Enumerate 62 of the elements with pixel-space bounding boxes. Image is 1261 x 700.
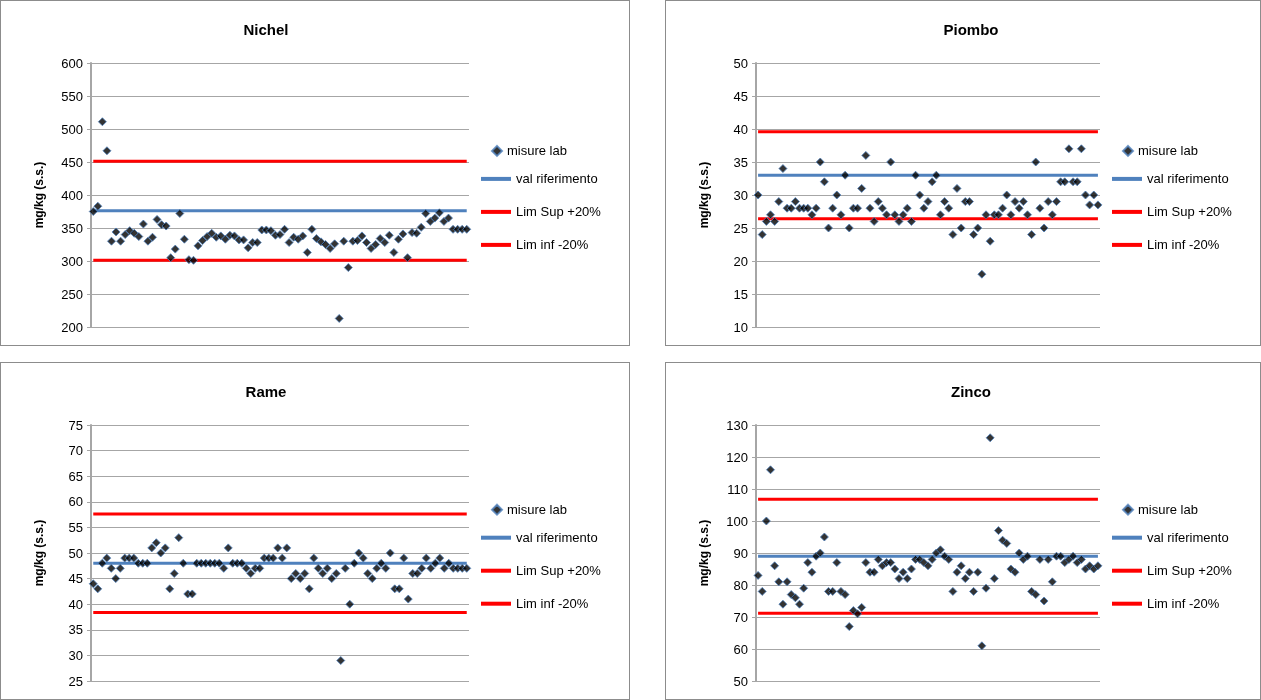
y-tick-label: 75 — [68, 417, 83, 433]
chart-title: Zinco — [951, 383, 991, 400]
y-tick-label: 550 — [61, 88, 83, 104]
y-tick-label: 110 — [727, 481, 748, 497]
legend-label: misure lab — [1138, 502, 1198, 518]
y-tick-label: 35 — [68, 622, 83, 638]
y-tick-label: 45 — [733, 88, 748, 104]
y-tick-label: 100 — [726, 513, 748, 529]
y-tick-label: 20 — [733, 253, 748, 269]
y-tick-label: 15 — [733, 286, 748, 302]
y-tick-label: 50 — [68, 545, 83, 561]
y-tick-label: 55 — [68, 519, 83, 535]
y-tick-label: 200 — [61, 319, 83, 335]
legend-label: val riferimento — [1147, 530, 1229, 546]
y-axis-title: mg/kg (s.s.) — [32, 519, 46, 587]
y-axis-title: mg/kg (s.s.) — [32, 161, 46, 229]
y-tick-label: 400 — [61, 187, 83, 203]
y-tick-label: 500 — [61, 121, 83, 137]
legend-label: val riferimento — [1147, 171, 1229, 187]
legend-label: misure lab — [507, 502, 567, 518]
legend-label: Lim Sup +20% — [1147, 563, 1233, 579]
y-tick-label: 50 — [733, 55, 748, 71]
y-tick-label: 70 — [733, 609, 748, 625]
y-tick-label: 35 — [733, 154, 748, 170]
legend-label: Lim inf -20% — [1147, 596, 1220, 612]
y-tick-label: 50 — [733, 673, 748, 689]
legend-label: val riferimento — [516, 171, 598, 187]
y-axis-title: mg/kg (s.s.) — [697, 161, 711, 229]
y-tick-label: 300 — [61, 253, 83, 269]
y-tick-label: 30 — [733, 187, 748, 203]
y-tick-label: 40 — [68, 596, 83, 612]
y-tick-label: 70 — [68, 443, 83, 459]
y-tick-label: 80 — [733, 577, 748, 593]
y-tick-label: 10 — [733, 319, 748, 335]
y-tick-label: 60 — [733, 641, 748, 657]
legend-label: Lim inf -20% — [1147, 237, 1220, 253]
legend-label: val riferimento — [516, 530, 598, 546]
y-tick-label: 120 — [726, 449, 748, 465]
legend-label: Lim Sup +20% — [1147, 204, 1233, 220]
legend-label: Lim Sup +20% — [516, 563, 602, 579]
legend-label: Lim inf -20% — [516, 596, 589, 612]
y-axis-title: mg/kg (s.s.) — [697, 519, 711, 587]
y-tick-label: 350 — [61, 220, 83, 236]
y-tick-label: 40 — [733, 121, 748, 137]
chart-title: Piombo — [943, 21, 999, 38]
y-tick-label: 65 — [68, 468, 83, 484]
y-tick-label: 450 — [61, 154, 83, 170]
chart-title: Nichel — [243, 21, 289, 38]
legend-label: Lim Sup +20% — [516, 204, 602, 220]
y-tick-label: 600 — [61, 55, 83, 71]
chart-title: Rame — [245, 383, 287, 400]
y-tick-label: 90 — [733, 545, 748, 561]
y-tick-label: 130 — [726, 417, 748, 433]
y-tick-label: 45 — [68, 571, 83, 587]
y-tick-label: 25 — [68, 673, 83, 689]
y-tick-label: 30 — [68, 647, 83, 663]
legend-label: misure lab — [507, 143, 567, 159]
y-tick-label: 60 — [68, 494, 83, 510]
legend-label: misure lab — [1138, 143, 1198, 159]
y-tick-label: 25 — [733, 220, 748, 236]
legend-label: Lim inf -20% — [516, 237, 589, 253]
y-tick-label: 250 — [61, 286, 83, 302]
